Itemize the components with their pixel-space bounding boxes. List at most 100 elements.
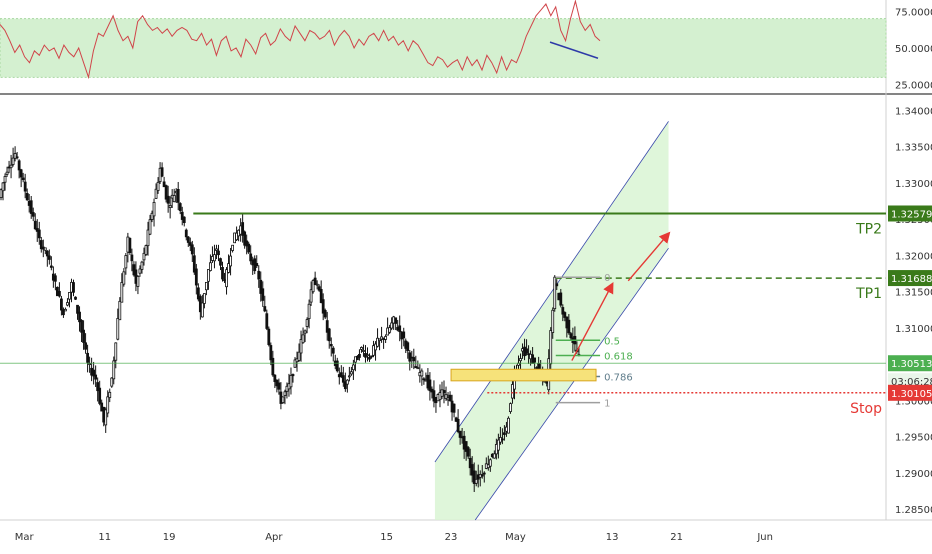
candle-body xyxy=(281,396,285,404)
candle-body xyxy=(130,254,134,262)
candle-body xyxy=(362,350,365,352)
candle-body xyxy=(172,195,176,203)
candle-body xyxy=(569,333,573,339)
level-tag-tp2 xyxy=(888,205,932,222)
candle-body xyxy=(74,296,77,300)
candle-body xyxy=(140,261,144,270)
channel-upper-line xyxy=(434,121,669,463)
candle-body xyxy=(496,439,500,451)
candle-body xyxy=(327,328,331,342)
candle-body xyxy=(231,244,234,251)
candle-body xyxy=(428,379,432,392)
candle-body xyxy=(323,310,327,318)
candle-body xyxy=(360,347,363,350)
candle-body xyxy=(23,181,27,192)
candle-body xyxy=(106,396,110,414)
candle-body xyxy=(249,253,253,262)
candle-body xyxy=(104,409,108,426)
candle-body xyxy=(213,254,216,262)
candle-body xyxy=(80,320,83,333)
candle-body xyxy=(468,457,472,469)
candle-body xyxy=(86,352,89,363)
candle-body xyxy=(259,279,263,294)
candle-body xyxy=(406,342,410,351)
candle-body xyxy=(166,195,170,204)
level-tag-tp1 xyxy=(888,270,932,287)
candle-body xyxy=(503,432,506,435)
candle-body xyxy=(114,342,118,361)
candle-body xyxy=(219,258,222,266)
candle-body xyxy=(492,453,496,459)
level-value-stop: 1.30105 xyxy=(891,389,932,400)
price-tick-label: 1.34000 xyxy=(895,106,932,117)
candle-body xyxy=(261,288,265,301)
fib-label: 0 xyxy=(604,273,610,284)
candle-body xyxy=(98,387,102,404)
candle-body xyxy=(3,176,7,183)
price-tick-label: 1.31500 xyxy=(895,288,932,299)
candle-body xyxy=(217,250,220,256)
candle-body xyxy=(420,370,424,377)
level-tag-stop xyxy=(888,384,932,401)
candle-body xyxy=(358,353,361,358)
candle-body xyxy=(188,242,192,246)
oscillator-tick-label: 50.0000 xyxy=(895,44,932,55)
candle-body xyxy=(58,290,61,297)
candle-body xyxy=(414,366,418,369)
candle-body xyxy=(215,248,218,251)
candle-body xyxy=(305,319,309,327)
price-tick-label: 1.29500 xyxy=(895,433,932,444)
candle-body xyxy=(501,438,504,441)
fib-label: 0.786 xyxy=(604,372,633,383)
current-price-label: 1.30513 xyxy=(891,359,932,370)
candle-body xyxy=(339,372,343,378)
candle-body xyxy=(351,364,355,371)
candle-body xyxy=(533,357,537,363)
candle-body xyxy=(128,237,132,253)
candle-body xyxy=(154,188,158,199)
candle-body xyxy=(273,374,277,383)
candle-body xyxy=(60,298,63,311)
level-name-tp2: TP2 xyxy=(855,221,882,237)
candle-body xyxy=(255,263,259,267)
candle-body xyxy=(519,358,522,362)
candle-body xyxy=(269,345,273,361)
candle-body xyxy=(456,418,460,433)
x-tick-label: 23 xyxy=(445,532,458,543)
candle-body xyxy=(267,328,271,345)
level-value-tp2: 1.32579 xyxy=(891,209,932,220)
candle-body xyxy=(94,374,98,380)
candle-body xyxy=(196,287,200,300)
candle-body xyxy=(561,307,565,315)
countdown-label: 03:06:28 xyxy=(891,377,932,388)
candle-body xyxy=(200,302,204,318)
candle-body xyxy=(194,268,198,286)
fib-label: 0.618 xyxy=(604,351,633,362)
x-tick-label: 13 xyxy=(606,532,619,543)
candle-body xyxy=(229,255,232,267)
candle-body xyxy=(553,276,557,310)
candle-body xyxy=(368,357,371,360)
candle-body xyxy=(398,325,402,333)
x-tick-label: Jun xyxy=(756,532,773,543)
candle-body xyxy=(301,334,305,344)
candle-body xyxy=(245,240,249,247)
candle-body xyxy=(297,351,301,361)
candle-body xyxy=(142,252,146,261)
candle-body xyxy=(257,270,261,280)
candle-body xyxy=(551,309,555,333)
price-tick-label: 1.33500 xyxy=(895,143,932,154)
candle-body xyxy=(186,236,190,243)
candle-body xyxy=(11,157,15,165)
candle-body xyxy=(176,188,180,203)
candle-body xyxy=(291,374,295,377)
candle-body xyxy=(148,219,152,235)
candle-body xyxy=(84,342,87,350)
candle-body xyxy=(156,181,160,191)
candle-body xyxy=(202,293,206,304)
candle-body xyxy=(343,381,347,390)
candle-body xyxy=(307,303,311,319)
candle-body xyxy=(271,357,275,376)
